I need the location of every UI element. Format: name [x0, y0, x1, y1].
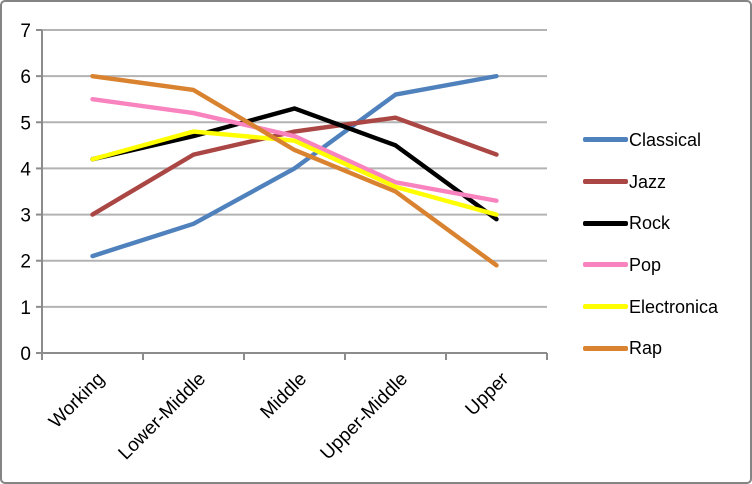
legend-item-electronica: Electronica: [583, 286, 748, 328]
series-line-pop: [90, 97, 499, 203]
y-axis-label: 2: [20, 252, 31, 273]
legend-label: Pop: [629, 254, 662, 275]
y-axis-label: 5: [20, 113, 31, 134]
y-axis-label: 4: [20, 159, 31, 180]
legend-label: Rock: [629, 213, 671, 234]
legend-line-swatch-icon: [583, 345, 628, 351]
series-line-classical: [90, 73, 499, 259]
category-label: Middle: [257, 369, 311, 423]
category-label: Working: [45, 369, 109, 433]
y-axis-label: 7: [20, 21, 31, 42]
y-axis-label: 1: [20, 298, 31, 319]
legend-label: Jazz: [629, 171, 667, 192]
legend-item-rock: Rock: [583, 202, 748, 244]
category-label: Upper-Middle: [317, 369, 412, 464]
y-axis-label: 0: [20, 344, 31, 365]
legend-label: Classical: [629, 129, 702, 150]
legend-line-swatch-icon: [583, 137, 628, 143]
legend-item-pop: Pop: [583, 244, 748, 286]
legend-line-swatch-icon: [583, 179, 628, 185]
y-axis-label: 3: [20, 206, 31, 227]
series-line-rap: [90, 73, 499, 268]
legend-line-swatch-icon: [583, 220, 628, 226]
chart-legend: Classical Jazz Rock Pop Electronica Rap: [583, 119, 748, 369]
series-line-jazz: [90, 115, 499, 217]
category-label: Upper: [462, 368, 514, 420]
legend-item-rap: Rap: [583, 327, 748, 369]
y-axis-label: 6: [20, 67, 31, 88]
legend-item-classical: Classical: [583, 119, 748, 161]
category-label: Lower-Middle: [115, 369, 210, 464]
series-line-electronica: [90, 129, 499, 217]
series-line-rock: [90, 106, 499, 222]
legend-line-swatch-icon: [583, 262, 628, 268]
legend-label: Electronica: [629, 296, 719, 317]
legend-label: Rap: [629, 338, 663, 359]
legend-item-jazz: Jazz: [583, 161, 748, 203]
legend-line-swatch-icon: [583, 304, 628, 310]
